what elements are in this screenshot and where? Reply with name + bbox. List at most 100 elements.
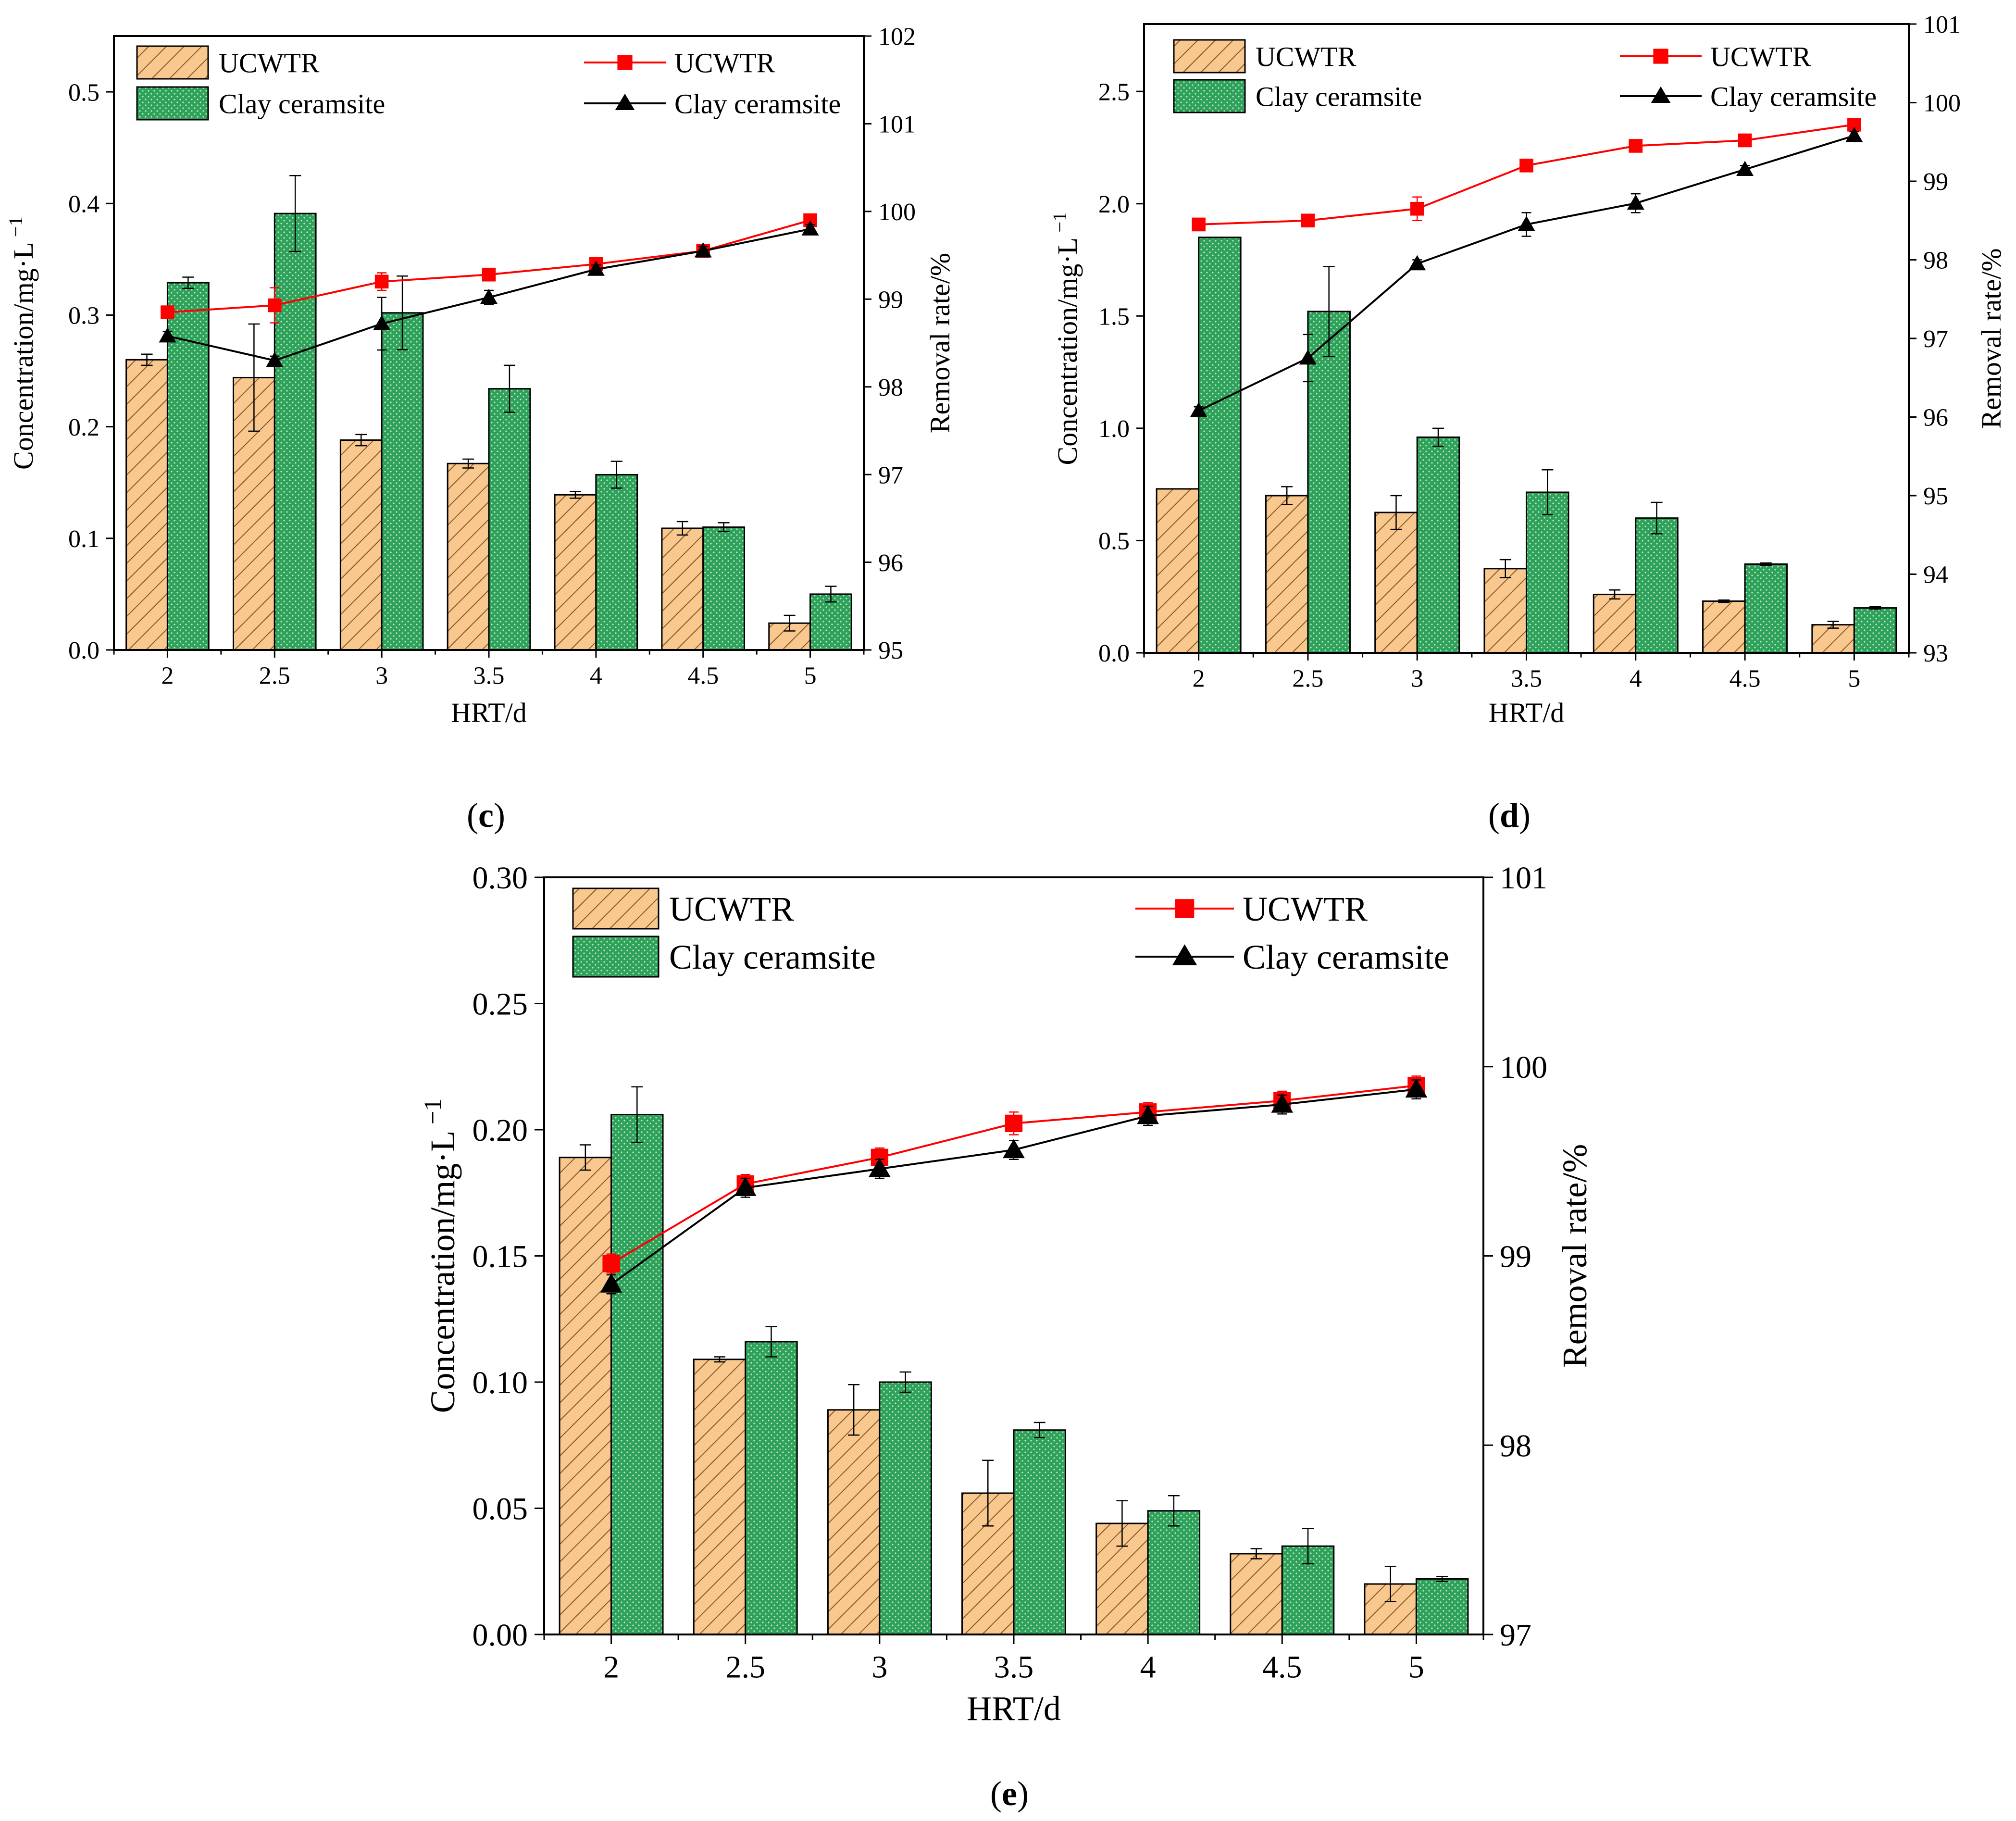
bar-ucwtr-2 xyxy=(125,359,168,651)
bar-clay-5 xyxy=(1415,1578,1469,1635)
y-right-tick-label: 102 xyxy=(878,23,916,50)
bar-ucwtr-2 xyxy=(559,1157,612,1635)
x-tick-label: 3 xyxy=(375,662,388,690)
y-right-axis-title: Removal rate/% xyxy=(1556,1144,1594,1368)
marker-clay-3.5 xyxy=(1518,215,1535,231)
y-tick-label: 2.5 xyxy=(1098,78,1130,106)
marker-ucwtr-3.5 xyxy=(1519,159,1533,173)
bar-ucwtr-2.5 xyxy=(1265,495,1309,654)
panel-label: (c) xyxy=(467,796,505,835)
legend-label: UCWTR xyxy=(1243,890,1368,928)
marker-clay-4.5 xyxy=(694,242,712,258)
x-axis-title: HRT/d xyxy=(451,697,527,728)
x-tick-label: 3.5 xyxy=(994,1649,1034,1684)
y-tick-label: 0.1 xyxy=(68,525,100,553)
bar-ucwtr-4 xyxy=(554,494,597,651)
marker-clay-2 xyxy=(159,327,176,343)
y-right-tick-label: 97 xyxy=(1923,325,1948,353)
legend-marker-ucwtr xyxy=(1653,49,1668,64)
marker-ucwtr-3.5 xyxy=(482,267,496,282)
y-right-tick-label: 100 xyxy=(1500,1050,1547,1085)
y-right-tick-label: 99 xyxy=(1923,168,1948,196)
marker-ucwtr-4.5 xyxy=(1738,133,1752,148)
bar-clay-4.5 xyxy=(702,526,746,651)
panel-label: (d) xyxy=(1488,796,1531,835)
y-tick-label: 1.5 xyxy=(1098,303,1130,330)
bar-ucwtr-2.5 xyxy=(693,1359,747,1635)
bar-clay-4 xyxy=(595,474,638,651)
y-axis-title: Concentration/mg·L −1 xyxy=(419,1098,462,1413)
legend-swatch-ucwtr-bar xyxy=(136,45,209,80)
bar-ucwtr-4.5 xyxy=(1702,600,1746,654)
y-tick-label: 0.30 xyxy=(473,861,528,896)
marker-clay-5 xyxy=(1405,1078,1428,1098)
marker-clay-2 xyxy=(1190,402,1207,417)
y-right-axis-title: Removal rate/% xyxy=(924,253,956,433)
marker-clay-3 xyxy=(868,1158,891,1177)
marker-clay-3.5 xyxy=(480,288,498,304)
bar-ucwtr-4 xyxy=(1593,594,1637,654)
bar-clay-2 xyxy=(610,1114,664,1635)
legend-label: UCWTR xyxy=(674,47,775,78)
marker-ucwtr-2.5 xyxy=(1301,213,1315,228)
legend-label: Clay ceramsite xyxy=(1243,938,1449,976)
y-axis-title: Concentration/mg·L −1 xyxy=(1049,212,1083,465)
x-tick-label: 3.5 xyxy=(473,662,505,690)
bar-clay-3.5 xyxy=(488,388,531,651)
marker-clay-3 xyxy=(373,315,391,330)
x-tick-label: 2.5 xyxy=(725,1649,765,1684)
y-right-tick-label: 99 xyxy=(1500,1239,1531,1274)
panel-label: (e) xyxy=(990,1774,1029,1813)
legend-label: UCWTR xyxy=(219,47,320,78)
legend-marker-ucwtr xyxy=(617,55,633,70)
y-tick-label: 0.0 xyxy=(1098,640,1130,667)
marker-ucwtr-2.5 xyxy=(267,298,282,312)
legend-marker-ucwtr xyxy=(1175,899,1195,918)
bar-clay-2.5 xyxy=(274,212,317,651)
legend-swatch-ucwtr-bar xyxy=(1173,39,1246,74)
bar-clay-3 xyxy=(1416,437,1460,654)
marker-ucwtr-2 xyxy=(1192,217,1206,232)
legend-label: Clay ceramsite xyxy=(1710,81,1877,112)
legend-swatch-ucwtr-bar xyxy=(572,887,660,930)
legend-marker-clay xyxy=(1651,86,1671,103)
marker-clay-3 xyxy=(1408,255,1426,271)
marker-clay-4 xyxy=(587,261,605,276)
bar-ucwtr-3.5 xyxy=(1483,568,1528,654)
y-tick-label: 0.4 xyxy=(68,190,100,218)
legend-label: Clay ceramsite xyxy=(219,88,385,119)
chart-panel-e: 2 2.5 3 3.5 4 4.5 5 0.00 0.05 0.10 0.15 0.20 0.25 0.3… xyxy=(419,861,1594,1813)
y-right-tick-label: 96 xyxy=(878,549,903,577)
bar-clay-4.5 xyxy=(1744,563,1788,654)
bar-clay-3.5 xyxy=(1013,1429,1066,1635)
bar-ucwtr-5 xyxy=(1811,624,1855,654)
x-tick-label: 2 xyxy=(1193,665,1205,693)
y-right-tick-label: 100 xyxy=(878,199,916,226)
marker-clay-5 xyxy=(1845,127,1863,142)
y-tick-label: 0.05 xyxy=(473,1492,528,1527)
legend-swatch-clay-bar xyxy=(136,86,209,121)
y-right-tick-label: 98 xyxy=(1500,1428,1531,1463)
marker-ucwtr-3.5 xyxy=(1005,1114,1023,1133)
x-tick-label: 4 xyxy=(1630,665,1642,693)
legend-label: Clay ceramsite xyxy=(674,88,841,119)
marker-clay-2 xyxy=(600,1273,622,1293)
x-tick-label: 2 xyxy=(161,662,174,690)
y-right-tick-label: 95 xyxy=(1923,483,1948,510)
marker-clay-3.5 xyxy=(1003,1139,1025,1159)
bar-clay-3 xyxy=(381,312,424,651)
chart-panel-d: 2 2.5 3 3.5 4 4.5 5 0.0 0.5 1.0 1.5 2.0 2.5 93 94 95 96 9… xyxy=(1049,11,2007,835)
x-tick-label: 5 xyxy=(1848,665,1860,693)
marker-clay-2.5 xyxy=(1299,349,1317,365)
legend-swatch-clay-bar xyxy=(572,935,660,978)
y-tick-label: 0.5 xyxy=(68,79,100,106)
y-right-tick-label: 97 xyxy=(878,461,903,489)
legend-marker-clay xyxy=(615,93,635,111)
y-tick-label: 1.0 xyxy=(1098,415,1130,443)
x-tick-label: 2.5 xyxy=(1292,665,1323,693)
marker-clay-5 xyxy=(801,220,819,236)
bar-clay-2 xyxy=(1198,237,1242,654)
chart-panel-c: 2 2.5 3 3.5 4 4.5 5 0.0 0.1 0.2 0.3 0.4 0.5 95 96 97 98 9… xyxy=(5,23,956,835)
bar-clay-3.5 xyxy=(1526,491,1569,654)
y-right-axis-title: Removal rate/% xyxy=(1976,248,2007,428)
